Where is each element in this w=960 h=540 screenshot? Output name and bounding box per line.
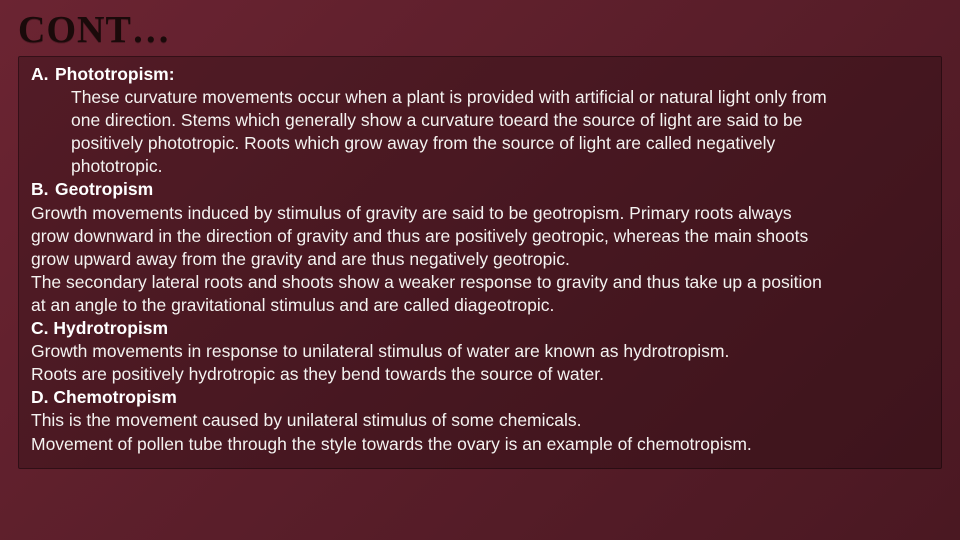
body-text: This is the movement caused by unilatera… xyxy=(31,409,929,432)
body-text: at an angle to the gravitational stimulu… xyxy=(31,294,929,317)
body-text: phototropic. xyxy=(31,155,929,178)
body-text: These curvature movements occur when a p… xyxy=(31,86,929,109)
body-text: positively phototropic. Roots which grow… xyxy=(31,132,929,155)
body-text: grow upward away from the gravity and ar… xyxy=(31,248,929,271)
slide-title: CONT… xyxy=(18,8,942,52)
body-text: Movement of pollen tube through the styl… xyxy=(31,433,929,456)
body-text: Growth movements induced by stimulus of … xyxy=(31,202,929,225)
body-text: Roots are positively hydrotropic as they… xyxy=(31,363,929,386)
list-item: C. Hydrotropism xyxy=(31,317,929,340)
body-text: one direction. Stems which generally sho… xyxy=(31,109,929,132)
body-text: grow downward in the direction of gravit… xyxy=(31,225,929,248)
list-item: B.Geotropism xyxy=(31,178,929,201)
list-item: D. Chemotropism xyxy=(31,386,929,409)
body-text: The secondary lateral roots and shoots s… xyxy=(31,271,929,294)
body-text: Growth movements in response to unilater… xyxy=(31,340,929,363)
content-box: A.Phototropism: These curvature movement… xyxy=(18,56,942,469)
list-item: A.Phototropism: xyxy=(31,63,929,86)
slide: CONT… A.Phototropism: These curvature mo… xyxy=(0,0,960,540)
